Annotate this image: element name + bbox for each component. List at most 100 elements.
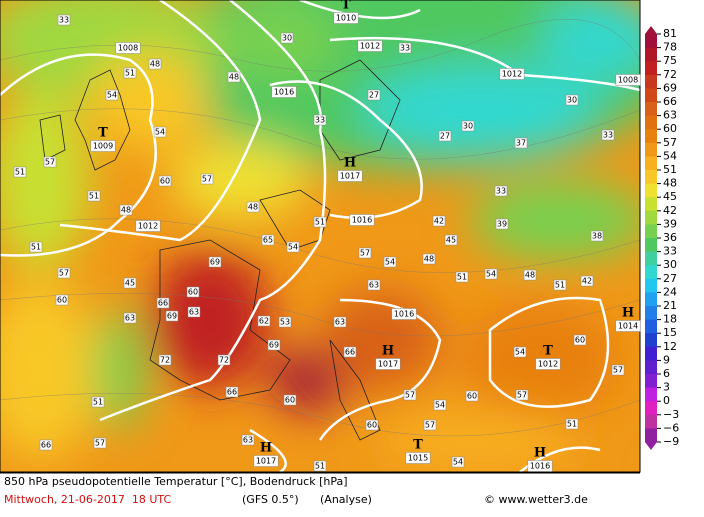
temperature-label-box: [286, 241, 300, 253]
isobar-label: 1012: [138, 222, 158, 231]
temperature-label-box: [153, 126, 167, 138]
colorbar-segment: [645, 88, 657, 103]
colorbar-label: −3: [663, 408, 679, 421]
temperature-label: 66: [345, 348, 355, 357]
colorbar-segment: [645, 306, 657, 321]
temperature-label: 54: [288, 243, 298, 252]
colorbar-label: 72: [663, 68, 677, 81]
colorbar-label: −6: [663, 421, 679, 434]
temperature-label-box: [87, 190, 101, 202]
run: (Analyse): [320, 493, 372, 506]
temperature-label: 33: [315, 116, 325, 125]
temperature-label-box: [433, 399, 447, 411]
temperature-label: 51: [93, 398, 103, 407]
temperature-label: 27: [369, 91, 379, 100]
temperature-label: 54: [385, 258, 395, 267]
pressure-letter: H: [382, 344, 394, 359]
date: Mittwoch, 21-06-2017 18 UTC: [4, 493, 171, 506]
pressure-letter: T: [98, 126, 108, 141]
temperature-label: 48: [229, 73, 239, 82]
temperature-label-box: [423, 419, 437, 431]
temperature-label-box: [398, 42, 412, 54]
temperature-label: 63: [189, 308, 199, 317]
temperature-label: 37: [516, 139, 526, 148]
pressure-value: 1017: [256, 457, 276, 466]
temperature-label-box: [57, 267, 71, 279]
temperature-label-box: [403, 389, 417, 401]
temperature-label: 54: [486, 270, 496, 279]
pressure-value: 1014: [618, 322, 638, 331]
colorbar-segment: [645, 333, 657, 348]
temperature-label: 66: [227, 388, 237, 397]
temperature-label: 45: [125, 279, 135, 288]
temperature-label: 57: [405, 391, 415, 400]
temperature-label-box: [227, 71, 241, 83]
colorbar-label: 30: [663, 258, 677, 271]
temperature-label-box: [148, 58, 162, 70]
colorbar-segment: [645, 360, 657, 375]
isobar-label-box: [499, 68, 525, 80]
temperature-label: 62: [259, 317, 269, 326]
colorbar: 8178757269666360575451484542393633302724…: [645, 26, 679, 450]
temperature-label-box: [333, 316, 347, 328]
colorbar-segment: [645, 374, 657, 389]
temperature-label-box: [225, 386, 239, 398]
temperature-label: 69: [269, 341, 279, 350]
colorbar-segment: [645, 47, 657, 62]
colorbar-segment: [645, 183, 657, 198]
colorbar-segment: [645, 102, 657, 117]
temperature-label: 48: [150, 60, 160, 69]
temperature-label-box: [465, 390, 479, 402]
pressure-value: 1010: [336, 14, 356, 23]
temperature-label-box: [451, 456, 465, 468]
temperature-label-box: [246, 201, 260, 213]
colorbar-label: 18: [663, 313, 677, 326]
temperature-label: 54: [155, 128, 165, 137]
temperature-label-box: [494, 185, 508, 197]
colorbar-label: 24: [663, 285, 677, 298]
colorbar-label: 45: [663, 190, 677, 203]
temperature-label-box: [13, 166, 27, 178]
temperature-label: 63: [369, 281, 379, 290]
temperature-label-box: [343, 346, 357, 358]
temperature-label-box: [93, 437, 107, 449]
temperature-label-box: [523, 269, 537, 281]
colorbar-label: 81: [663, 27, 677, 40]
pressure-letter: H: [534, 446, 546, 461]
temperature-label-box: [29, 241, 43, 253]
colorbar-segment: [645, 265, 657, 280]
colorbar-label: −9: [663, 435, 679, 448]
pressure-letter: T: [413, 438, 423, 453]
temperature-label: 51: [457, 273, 467, 282]
pressure-value-box: [333, 12, 359, 24]
temperature-label-box: [123, 67, 137, 79]
temperature-label: 63: [335, 318, 345, 327]
temperature-label-box: [432, 215, 446, 227]
colorbar-label: 63: [663, 109, 677, 122]
temperature-label-box: [280, 32, 294, 44]
temperature-label: 27: [440, 132, 450, 141]
temperature-label-box: [367, 89, 381, 101]
temperature-label-box: [123, 312, 137, 324]
colorbar-segment: [645, 251, 657, 266]
temperature-label-box: [158, 354, 172, 366]
temperature-label-box: [513, 346, 527, 358]
colorbar-label: 0: [663, 394, 670, 407]
temperature-label-box: [422, 253, 436, 265]
colorbar-label: 3: [663, 381, 670, 394]
temperature-label-box: [565, 418, 579, 430]
temperature-label: 30: [463, 122, 473, 131]
temperature-label: 42: [582, 277, 592, 286]
temperature-label-box: [156, 297, 170, 309]
colorbar-segment: [645, 129, 657, 144]
temperature-label-box: [358, 247, 372, 259]
temperature-label: 53: [280, 318, 290, 327]
temperature-label: 57: [517, 391, 527, 400]
temperature-label: 63: [125, 314, 135, 323]
temperature-label: 60: [467, 392, 477, 401]
pressure-value: 1009: [93, 142, 113, 151]
temperature-label: 39: [497, 220, 507, 229]
pressure-value: 1017: [378, 360, 398, 369]
credit: © www.wetter3.de: [484, 493, 588, 506]
